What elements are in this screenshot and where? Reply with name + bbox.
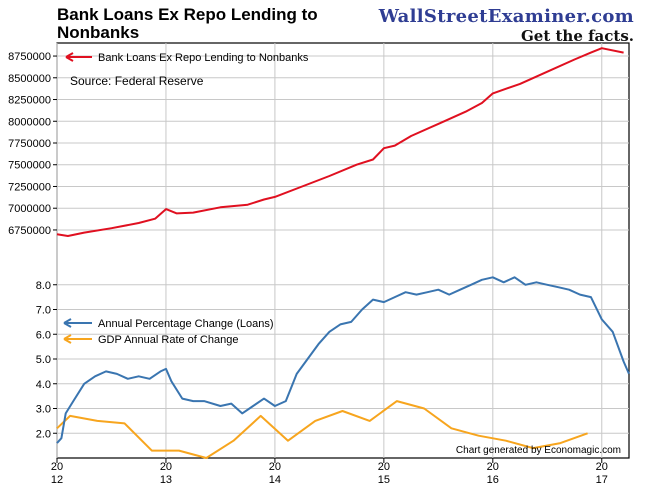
y-tick-label: 6.0: [36, 329, 51, 341]
brand-tagline: Get the facts.: [520, 27, 634, 45]
x-tick-label: 15: [378, 474, 390, 486]
x-tick-label: 13: [160, 474, 172, 486]
x-tick-label: 14: [269, 474, 281, 486]
y-tick-label: 4.0: [36, 379, 51, 391]
x-tick-label: 20: [596, 461, 608, 473]
legend-arrow-icon: [63, 318, 72, 328]
brand-name: WallStreetExaminer.com: [378, 6, 634, 27]
legend-arrow-icon: [63, 334, 72, 344]
series-line-loans-change: [56, 276, 630, 444]
series-lines: [56, 47, 630, 459]
legend-label-gdp: GDP Annual Rate of Change: [98, 334, 238, 346]
y-tick-label: 7.0: [36, 305, 51, 317]
x-tick-label: 16: [487, 474, 499, 486]
y-tick-label: 8500000: [8, 73, 51, 85]
x-tick-label: 20: [160, 461, 172, 473]
plot-frame: [56, 42, 630, 459]
legend-arrow-icon: [65, 52, 74, 62]
x-tick-label: 20: [378, 461, 390, 473]
x-tick-label: 20: [269, 461, 281, 473]
series-line-gdp: [56, 400, 588, 459]
y-tick-label: 7250000: [8, 181, 51, 193]
y-tick-label: 8250000: [8, 95, 51, 107]
y-tick-label: 3.0: [36, 404, 51, 416]
y-tick-label: 7000000: [8, 203, 51, 215]
axes: 2012201320142015201620176750000700000072…: [8, 51, 608, 486]
y-tick-label: 5.0: [36, 354, 51, 366]
series-line-loans-level: [56, 47, 624, 237]
legend-label-loans-change: Annual Percentage Change (Loans): [98, 318, 274, 330]
y-tick-label: 8.0: [36, 280, 51, 292]
chart-credit: Chart generated by Economagic.com: [456, 445, 621, 456]
brand-block: WallStreetExaminer.com Get the facts.: [379, 6, 634, 45]
legend-label-loans-level: Bank Loans Ex Repo Lending to Nonbanks: [98, 52, 309, 64]
y-tick-label: 7500000: [8, 160, 51, 172]
x-tick-label: 17: [596, 474, 608, 486]
page-title: Bank Loans Ex Repo Lending to Nonbanks: [57, 5, 318, 42]
grid: [56, 43, 629, 458]
y-tick-label: 8750000: [8, 51, 51, 63]
y-tick-label: 7750000: [8, 138, 51, 150]
x-tick-label: 20: [51, 461, 63, 473]
y-tick-label: 6750000: [8, 225, 51, 237]
y-tick-label: 8000000: [8, 116, 51, 128]
legend-bottom: Annual Percentage Change (Loans) GDP Ann…: [63, 318, 274, 346]
source-note: Source: Federal Reserve: [70, 74, 204, 88]
y-tick-label: 2.0: [36, 428, 51, 440]
x-tick-label: 20: [487, 461, 499, 473]
legend-top: Bank Loans Ex Repo Lending to Nonbanks: [65, 52, 309, 64]
x-tick-label: 12: [51, 474, 63, 486]
